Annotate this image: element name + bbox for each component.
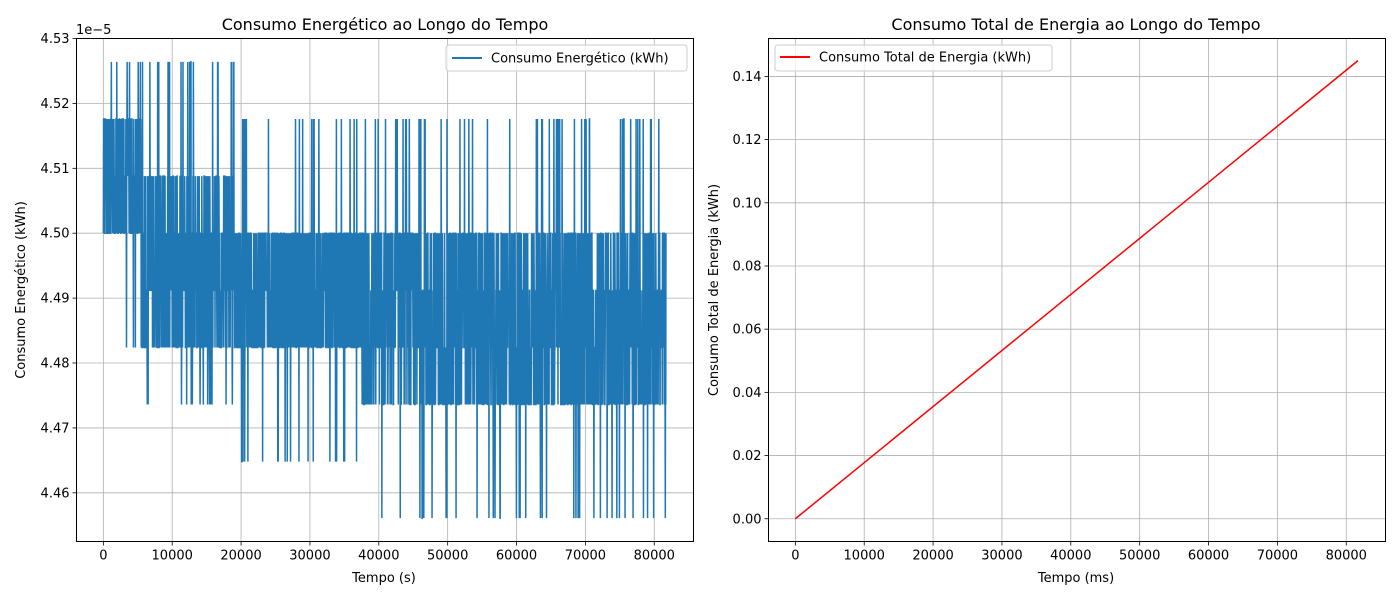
- y-axis-label: Consumo Energético (kWh): [14, 201, 29, 379]
- x-tick-label: 10000: [152, 549, 193, 564]
- x-tick-label: 60000: [1188, 549, 1229, 564]
- y-tick-label: 4.52: [41, 97, 70, 112]
- y-tick-label: 4.48: [41, 357, 70, 372]
- chart-title: Consumo Energético ao Longo do Tempo: [222, 15, 549, 34]
- x-axis-ticks: 0 10000 20000 30000 40000 50000 60000 70000 8000…: [791, 541, 1367, 564]
- legend-box: [445, 44, 688, 72]
- y-tick-label: 0.02: [733, 449, 762, 464]
- x-tick-label: 40000: [358, 549, 399, 564]
- y-tick-label: 4.49: [41, 292, 70, 307]
- plot-area-frame: [76, 38, 694, 542]
- x-tick-label: 30000: [289, 549, 330, 564]
- y-tick-label: 0.04: [733, 386, 762, 401]
- y-tick-label: 0.10: [733, 196, 762, 211]
- x-tick-label: 0: [791, 549, 799, 564]
- x-tick-label: 60000: [496, 549, 537, 564]
- series-consumo-energetico: [102, 61, 667, 519]
- x-tick-label: 20000: [220, 549, 261, 564]
- y-tick-label: 4.53: [41, 32, 70, 47]
- y-axis-ticks: 0.00 0.02 0.04 0.06 0.08 0.10 0.12 0.14: [733, 70, 769, 527]
- y-tick-label: 4.47: [41, 421, 70, 436]
- legend-label: Consumo Energético (kWh): [491, 52, 669, 67]
- x-tick-label: 70000: [565, 549, 606, 564]
- y-axis-ticks: 4.46 4.47 4.48 4.49 4.50 4.51 4.52 4.53: [41, 32, 77, 501]
- x-tick-label: 10000: [844, 549, 885, 564]
- x-tick-label: 50000: [1119, 549, 1160, 564]
- legend-box: [774, 44, 1053, 72]
- x-tick-label: 70000: [1257, 549, 1298, 564]
- x-axis-label: Tempo (ms): [1037, 571, 1114, 586]
- y-tick-label: 0.00: [733, 512, 762, 527]
- x-tick-label: 0: [99, 549, 107, 564]
- y-tick-label: 0.08: [733, 259, 762, 274]
- series-consumo-total: [794, 60, 1359, 520]
- y-axis-offset-text: 1e−5: [76, 23, 111, 38]
- x-axis-ticks: 0 10000 20000 30000 40000 50000 60000 70000 8000…: [99, 541, 675, 564]
- x-axis-label: Tempo (s): [351, 571, 416, 586]
- series-line: [102, 61, 667, 519]
- x-tick-label: 40000: [1050, 549, 1091, 564]
- chart-total-energy: Consumo Total de Energia ao Longo do Tem…: [707, 15, 1386, 586]
- y-tick-label: 4.51: [41, 162, 70, 177]
- x-tick-label: 80000: [1326, 549, 1367, 564]
- x-tick-label: 50000: [427, 549, 468, 564]
- x-tick-label: 30000: [981, 549, 1022, 564]
- grid: [768, 38, 1386, 542]
- x-tick-label: 80000: [634, 549, 675, 564]
- y-tick-label: 0.12: [733, 133, 762, 148]
- y-tick-label: 0.06: [733, 323, 762, 338]
- y-axis-label: Consumo Total de Energia (kWh): [707, 184, 722, 396]
- y-tick-label: 0.14: [733, 70, 762, 85]
- x-tick-label: 20000: [912, 549, 953, 564]
- legend-label: Consumo Total de Energia (kWh): [819, 51, 1031, 66]
- y-tick-label: 4.46: [41, 486, 70, 501]
- chart-energy-consumption: Consumo Energético ao Longo do Tempo 0 10…: [14, 15, 694, 586]
- legend: Consumo Total de Energia (kWh): [774, 44, 1053, 72]
- chart-title: Consumo Total de Energia ao Longo do Tem…: [891, 15, 1260, 34]
- plot-area-frame: [768, 38, 1386, 542]
- legend: Consumo Energético (kWh): [445, 44, 688, 72]
- series-line: [794, 60, 1359, 520]
- y-tick-label: 4.50: [41, 227, 70, 242]
